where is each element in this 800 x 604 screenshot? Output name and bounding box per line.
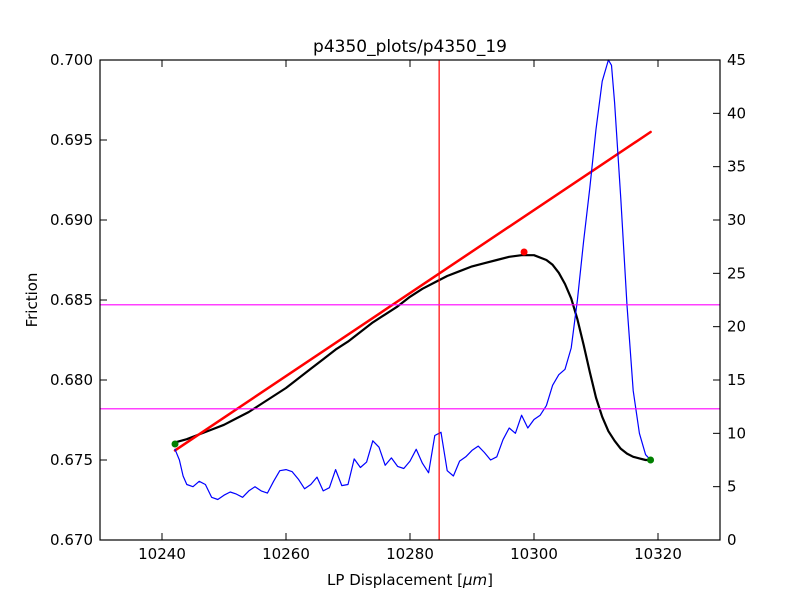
x-axis: 10240 10260 10280 10300 10320 <box>138 60 682 563</box>
y2-tick-label: 15 <box>727 371 746 389</box>
series-line-2 <box>173 130 652 452</box>
y-tick-label: 0.670 <box>50 531 93 549</box>
series-line-3 <box>174 59 652 501</box>
y2-tick-label: 35 <box>727 158 746 176</box>
x-axis-label: LP Displacement [μm] <box>327 571 493 589</box>
data-marker-2 <box>647 456 655 464</box>
y-tick-label: 0.695 <box>50 131 93 149</box>
x-tick-label: 10300 <box>510 545 558 563</box>
chart-title: p4350_plots/p4350_19 <box>313 37 507 57</box>
y-axis-left: 0.670 0.675 0.680 0.685 0.690 0.695 0.700 <box>50 51 107 549</box>
y-axis-right: 0 5 10 15 20 25 30 35 40 45 <box>713 51 746 549</box>
x-tick-label: 10260 <box>262 545 310 563</box>
y2-tick-label: 45 <box>727 51 746 69</box>
series-line-1 <box>173 254 652 462</box>
y2-tick-label: 25 <box>727 264 746 282</box>
y2-tick-label: 5 <box>727 478 737 496</box>
y2-tick-label: 10 <box>727 424 746 442</box>
data-marker-1 <box>171 440 179 448</box>
x-tick-label: 10280 <box>386 545 434 563</box>
data-marker-3 <box>520 248 528 256</box>
y-tick-label: 0.700 <box>50 51 93 69</box>
y-tick-label: 0.685 <box>50 291 93 309</box>
y2-tick-label: 0 <box>727 531 737 549</box>
y-tick-label: 0.680 <box>50 371 93 389</box>
y-tick-label: 0.690 <box>50 211 93 229</box>
y2-tick-label: 20 <box>727 318 746 336</box>
x-tick-label: 10320 <box>634 545 682 563</box>
x-tick-label: 10240 <box>138 545 186 563</box>
y-tick-label: 0.675 <box>50 451 93 469</box>
y2-tick-label: 30 <box>727 211 746 229</box>
y-axis-label: Friction <box>23 273 41 328</box>
plot-area <box>100 59 720 540</box>
y2-tick-label: 40 <box>727 104 746 122</box>
